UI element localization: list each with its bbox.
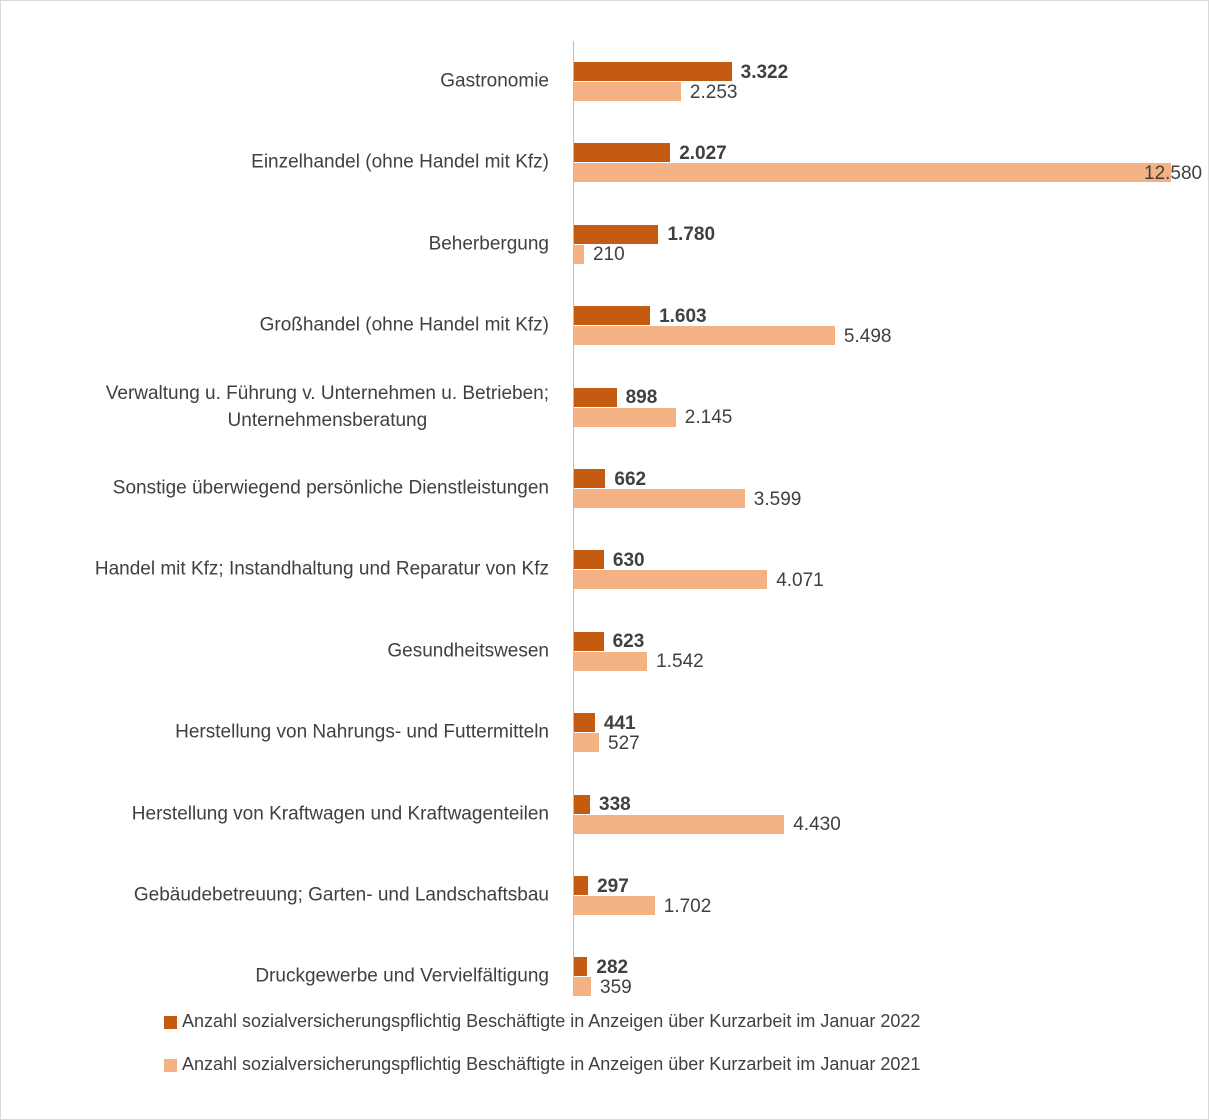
value-label: 1.702 <box>663 895 712 917</box>
value-label: 630 <box>612 549 645 571</box>
category-label: Herstellung von Kraftwagen und Kraftwage… <box>131 803 549 825</box>
bar <box>574 814 785 834</box>
bar <box>574 896 655 915</box>
bar <box>574 82 681 101</box>
value-label: 1.542 <box>656 651 704 673</box>
value-label: 527 <box>608 732 640 754</box>
value-label: 2.027 <box>679 142 727 164</box>
bar <box>574 387 617 407</box>
bar <box>574 244 584 264</box>
bar <box>574 570 768 590</box>
legend-swatch <box>164 1016 177 1029</box>
bar <box>574 876 589 895</box>
bar <box>574 143 671 163</box>
value-label: 338 <box>599 794 631 816</box>
legend-swatch <box>164 1059 177 1072</box>
category-label: Großhandel (ohne Handel mit Kfz) <box>259 314 549 336</box>
category-label: Verwaltung u. Führung v. Unternehmen u. … <box>105 382 549 431</box>
axis-line <box>573 41 574 996</box>
bar <box>574 977 592 997</box>
value-label: 5.498 <box>843 325 892 347</box>
bar <box>574 326 835 346</box>
category-label: Herstellung von Nahrungs- und Futtermitt… <box>175 721 549 743</box>
category-label: Sonstige überwiegend persönliche Dienstl… <box>112 477 549 499</box>
bar <box>574 631 604 651</box>
category-label: Gesundheitswesen <box>387 640 549 662</box>
value-label: 898 <box>625 387 658 409</box>
bar <box>574 713 595 733</box>
bar <box>574 651 648 671</box>
value-label: 441 <box>603 712 636 734</box>
bar <box>574 306 651 326</box>
value-label: 2.145 <box>684 407 733 429</box>
value-label: 1.603 <box>659 305 707 327</box>
category-label: Beherbergung <box>428 233 549 255</box>
value-label: 3.599 <box>753 488 802 510</box>
bar <box>574 733 599 753</box>
category-label: Gebäudebetreuung; Garten- und Landschaft… <box>133 884 549 906</box>
category-label: Handel mit Kfz; Instandhaltung und Repar… <box>94 558 549 580</box>
value-label: 4.430 <box>793 814 841 836</box>
value-label: 359 <box>600 976 632 998</box>
category-label: Gastronomie <box>440 70 549 92</box>
category-label: Druckgewerbe und Vervielfältigung <box>255 965 549 987</box>
value-label: 210 <box>592 244 625 266</box>
bar <box>574 62 732 81</box>
category-label: Einzelhandel (ohne Handel mit Kfz) <box>251 151 549 173</box>
value-label: 297 <box>597 875 629 897</box>
value-label: 282 <box>596 956 629 978</box>
value-label: 662 <box>614 468 647 490</box>
value-label: 1.780 <box>667 224 716 246</box>
bar <box>574 224 659 244</box>
legend-label: Anzahl sozialversicherungspflichtig Besc… <box>182 1011 921 1031</box>
bar <box>574 407 676 427</box>
bar <box>574 957 588 977</box>
bar <box>574 794 591 814</box>
bar <box>574 163 1171 183</box>
value-label: 3.322 <box>740 61 789 83</box>
bar <box>574 489 745 508</box>
value-label: 623 <box>612 631 645 653</box>
legend-label: Anzahl sozialversicherungspflichtig Besc… <box>182 1054 921 1074</box>
value-label: 12.580 <box>1144 162 1203 184</box>
bar <box>574 469 606 488</box>
bar <box>574 550 604 570</box>
value-label: 2.253 <box>689 81 738 103</box>
value-label: 4.071 <box>776 569 824 591</box>
